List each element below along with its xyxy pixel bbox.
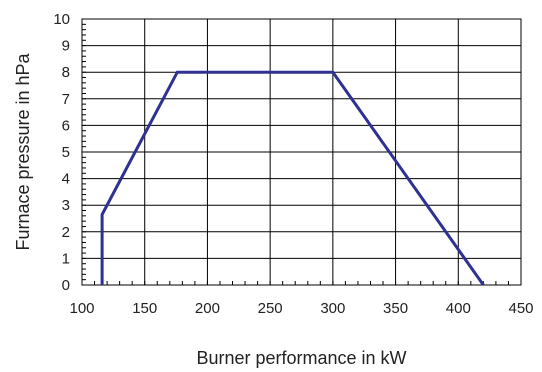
y-tick-label: 5 (62, 144, 70, 161)
plot-frame (81, 18, 522, 286)
minor-ticks (81, 18, 522, 286)
y-tick-labels: 0 1 2 3 4 5 6 7 8 9 10 (53, 11, 70, 294)
series-layer (100, 70, 485, 286)
series-line (100, 70, 485, 286)
x-tick-labels: 100 150 200 250 300 350 400 450 (69, 300, 533, 317)
x-tick-label: 350 (383, 300, 408, 317)
x-tick-label: 400 (446, 300, 471, 317)
y-tick-label: 6 (62, 117, 70, 134)
x-tick-label: 450 (508, 300, 533, 317)
y-tick-label: 0 (62, 277, 70, 294)
x-tick-label: 100 (69, 300, 94, 317)
y-tick-label: 4 (62, 171, 70, 188)
x-tick-label: 150 (132, 300, 157, 317)
x-tick-label: 250 (258, 300, 283, 317)
y-axis-label: Furnace pressure in hPa (13, 52, 33, 250)
x-axis-label: Burner performance in kW (196, 348, 406, 368)
y-tick-label: 1 (62, 250, 70, 267)
x-tick-label: 200 (195, 300, 220, 317)
y-tick-label: 2 (62, 224, 70, 241)
y-tick-label: 8 (62, 64, 70, 81)
y-tick-label: 3 (62, 197, 70, 214)
y-tick-label: 9 (62, 38, 70, 55)
x-tick-label: 300 (320, 300, 345, 317)
y-tick-label: 10 (53, 11, 70, 28)
y-tick-label: 7 (62, 91, 70, 108)
